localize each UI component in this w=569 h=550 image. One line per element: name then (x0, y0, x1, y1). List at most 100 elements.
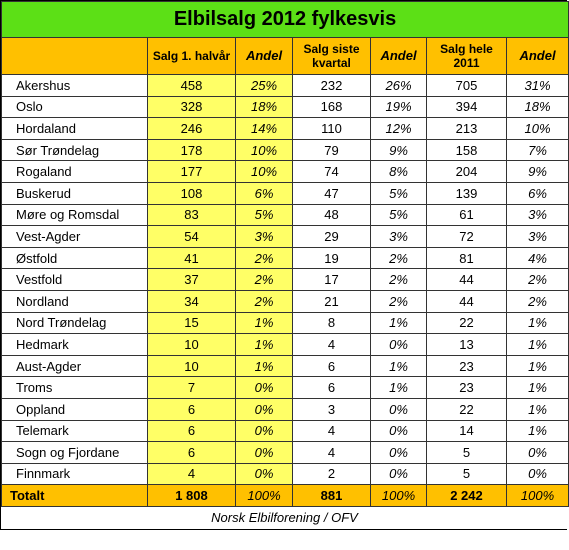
cell-sales-h1: 34 (147, 289, 236, 313)
table-row: Finnmark 4 0% 2 0% 5 0% (1, 462, 569, 486)
cell-sales-2011: 61 (426, 203, 507, 227)
total-cell-share-quarter: 100% (370, 484, 427, 507)
cell-share-2011: 10% (505, 117, 569, 140)
cell-share-2011: 1% (505, 311, 569, 335)
header-andel-1: Andel (235, 37, 293, 75)
total-cell-share-2011: 100% (505, 484, 569, 507)
cell-sales-h1: 108 (147, 181, 236, 205)
cell-county: Sogn og Fjordane (1, 441, 148, 464)
cell-county: Akershus (1, 74, 148, 97)
cell-share-2011: 9% (505, 160, 569, 183)
table-row: Østfold 41 2% 19 2% 81 4% (1, 246, 569, 270)
cell-sales-h1: 41 (147, 246, 236, 270)
cell-sales-quarter: 19 (292, 246, 371, 270)
table-row: Hedmark 10 1% 4 0% 13 1% (1, 333, 569, 356)
cell-sales-h1: 6 (147, 419, 236, 443)
cell-sales-2011: 705 (426, 74, 507, 97)
cell-county: Hedmark (1, 333, 148, 356)
source-row: Norsk Elbilforening / OFV (1, 506, 568, 529)
header-county (1, 37, 148, 75)
table-row: Nordland 34 2% 21 2% 44 2% (1, 289, 569, 313)
cell-share-h1: 1% (235, 354, 293, 378)
cell-share-quarter: 0% (370, 419, 427, 443)
cell-county: Oslo (1, 95, 148, 119)
cell-sales-2011: 204 (426, 160, 507, 183)
cell-share-quarter: 0% (370, 441, 427, 464)
cell-share-h1: 0% (235, 462, 293, 486)
cell-share-quarter: 2% (370, 289, 427, 313)
cell-sales-quarter: 2 (292, 462, 371, 486)
cell-share-h1: 5% (235, 203, 293, 227)
total-cell-share-h1: 100% (235, 484, 293, 507)
cell-county: Østfold (1, 246, 148, 270)
cell-county: Sør Trøndelag (1, 138, 148, 162)
cell-sales-2011: 72 (426, 225, 507, 248)
table-row: Sør Trøndelag 178 10% 79 9% 158 7% (1, 138, 569, 162)
cell-share-2011: 3% (505, 203, 569, 227)
cell-sales-2011: 158 (426, 138, 507, 162)
cell-share-h1: 18% (235, 95, 293, 119)
cell-sales-quarter: 6 (292, 376, 371, 399)
table-row: Oppland 6 0% 3 0% 22 1% (1, 397, 569, 421)
cell-share-h1: 2% (235, 289, 293, 313)
cell-sales-quarter: 17 (292, 268, 371, 291)
table-row: Oslo 328 18% 168 19% 394 18% (1, 95, 569, 119)
cell-sales-h1: 458 (147, 74, 236, 97)
cell-sales-h1: 10 (147, 354, 236, 378)
cell-share-h1: 0% (235, 419, 293, 443)
table-row: Aust-Agder 10 1% 6 1% 23 1% (1, 354, 569, 378)
cell-sales-h1: 54 (147, 225, 236, 248)
cell-share-h1: 1% (235, 311, 293, 335)
cell-sales-2011: 81 (426, 246, 507, 270)
cell-share-h1: 2% (235, 246, 293, 270)
cell-sales-quarter: 110 (292, 117, 371, 140)
cell-share-quarter: 1% (370, 354, 427, 378)
table-row: Troms 7 0% 6 1% 23 1% (1, 376, 569, 399)
cell-share-2011: 7% (505, 138, 569, 162)
cell-share-quarter: 1% (370, 311, 427, 335)
cell-share-h1: 3% (235, 225, 293, 248)
cell-sales-quarter: 4 (292, 333, 371, 356)
cell-sales-quarter: 79 (292, 138, 371, 162)
cell-share-quarter: 3% (370, 225, 427, 248)
cell-share-quarter: 1% (370, 376, 427, 399)
cell-share-2011: 1% (505, 397, 569, 421)
cell-sales-quarter: 48 (292, 203, 371, 227)
header-year-line1: Salg hele (440, 42, 493, 56)
cell-share-quarter: 0% (370, 333, 427, 356)
header-andel-2: Andel (370, 37, 427, 75)
cell-county: Buskerud (1, 181, 148, 205)
cell-share-2011: 1% (505, 376, 569, 399)
cell-sales-quarter: 6 (292, 354, 371, 378)
cell-county: Finnmark (1, 462, 148, 486)
cell-county: Rogaland (1, 160, 148, 183)
cell-sales-2011: 22 (426, 397, 507, 421)
cell-share-quarter: 5% (370, 181, 427, 205)
cell-sales-2011: 44 (426, 268, 507, 291)
cell-share-2011: 2% (505, 289, 569, 313)
table-row: Vestfold 37 2% 17 2% 44 2% (1, 268, 569, 291)
total-cell-sales-2011: 2 242 (426, 484, 507, 507)
cell-sales-quarter: 74 (292, 160, 371, 183)
cell-sales-2011: 5 (426, 462, 507, 486)
cell-sales-2011: 23 (426, 376, 507, 399)
sales-table: Elbilsalg 2012 fylkesvis Salg 1. halvår … (0, 1, 569, 507)
header-andel-3: Andel (505, 37, 569, 75)
cell-sales-h1: 4 (147, 462, 236, 486)
cell-share-h1: 10% (235, 138, 293, 162)
cell-share-quarter: 5% (370, 203, 427, 227)
cell-sales-2011: 14 (426, 419, 507, 443)
spreadsheet: Elbilsalg 2012 fylkesvis Salg 1. halvår … (0, 0, 569, 530)
cell-sales-quarter: 232 (292, 74, 371, 97)
cell-county: Møre og Romsdal (1, 203, 148, 227)
cell-sales-quarter: 4 (292, 419, 371, 443)
cell-sales-2011: 22 (426, 311, 507, 335)
cell-sales-quarter: 3 (292, 397, 371, 421)
cell-share-2011: 1% (505, 354, 569, 378)
cell-sales-quarter: 8 (292, 311, 371, 335)
cell-sales-2011: 139 (426, 181, 507, 205)
cell-sales-quarter: 29 (292, 225, 371, 248)
cell-share-quarter: 26% (370, 74, 427, 97)
table-row: Nord Trøndelag 15 1% 8 1% 22 1% (1, 311, 569, 335)
cell-share-h1: 6% (235, 181, 293, 205)
